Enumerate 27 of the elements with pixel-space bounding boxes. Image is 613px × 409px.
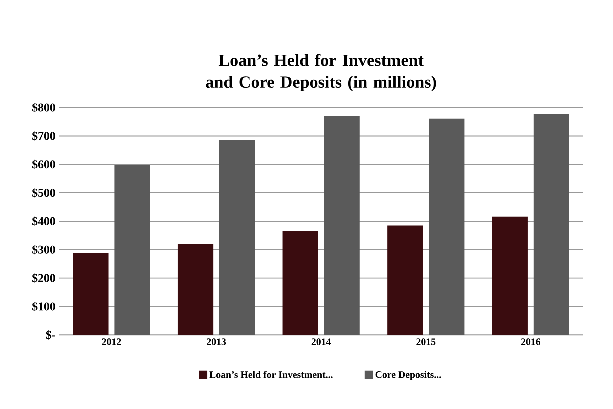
bar <box>534 114 570 336</box>
bar <box>492 216 528 336</box>
y-tick-label: $400 <box>32 216 56 226</box>
y-tick-label: $800 <box>32 102 56 112</box>
bar <box>388 226 424 336</box>
bar <box>282 231 318 336</box>
chart-title: Loan’s Held for Investment and Core Deposits (in millions) <box>206 54 436 92</box>
bar <box>178 244 214 336</box>
bar <box>220 140 256 336</box>
x-tick-label: 2013 <box>207 338 226 346</box>
bar <box>324 116 360 336</box>
y-tick-label: $500 <box>32 188 56 198</box>
y-tick-label: $600 <box>32 160 56 170</box>
x-tick-label: 2016 <box>521 338 541 346</box>
bar <box>73 252 109 336</box>
bar <box>429 118 465 336</box>
x-tick-label: 2015 <box>416 338 436 346</box>
x-tick-label: 2012 <box>102 338 122 346</box>
legend-label: Loan’s Held for Investment... <box>210 370 333 378</box>
y-tick-label: $200 <box>32 273 56 283</box>
x-tick-label: 2014 <box>312 338 332 346</box>
bar <box>114 165 150 336</box>
y-tick-label: $700 <box>32 131 56 141</box>
y-tick-label: $300 <box>32 244 56 254</box>
y-tick-label: $100 <box>32 302 56 312</box>
legend-label: Core Deposits... <box>376 371 442 380</box>
y-tick-label: $- <box>46 330 56 340</box>
